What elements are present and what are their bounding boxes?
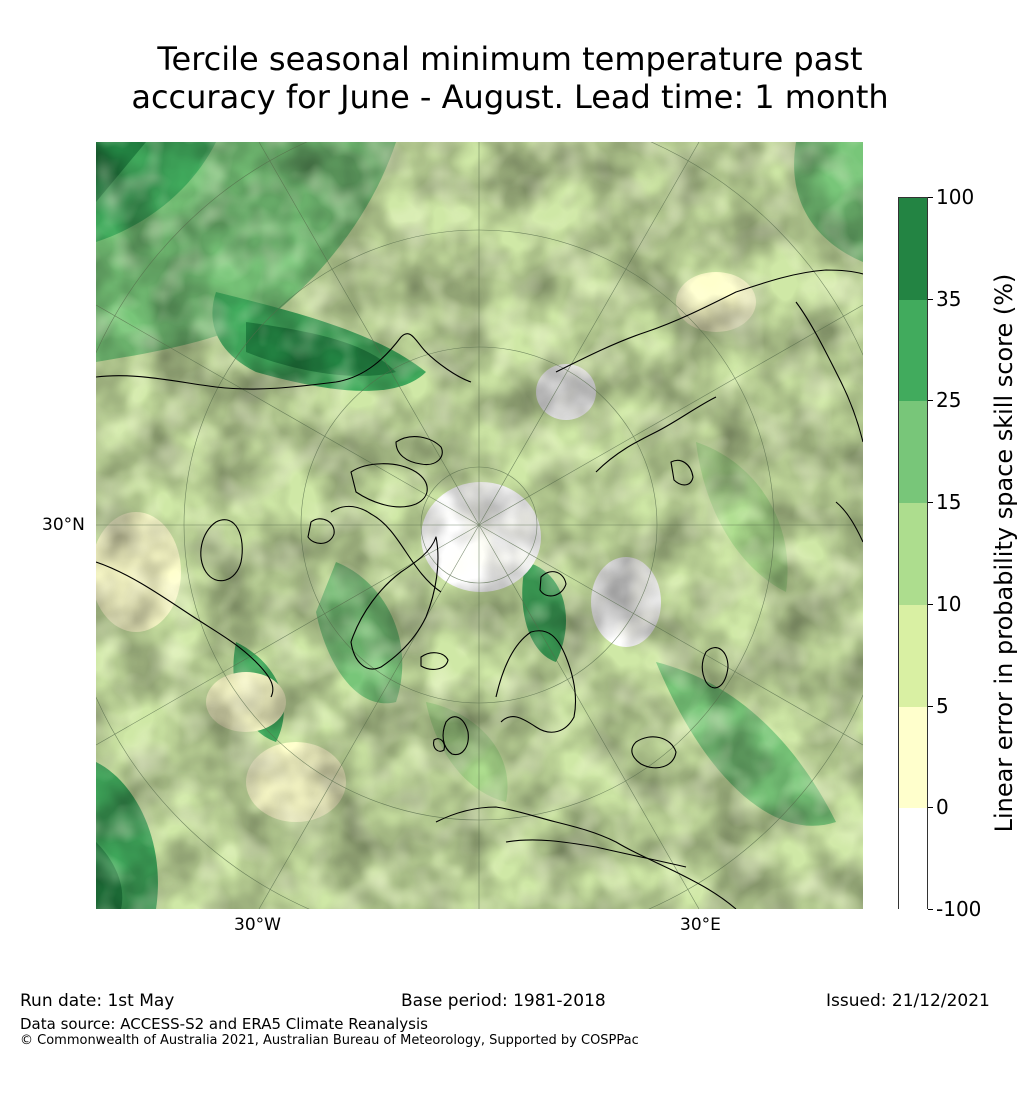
colorbar-tick-label: 25 — [936, 388, 962, 413]
colorbar-bin — [899, 299, 927, 402]
colorbar-tick-label: 100 — [936, 185, 975, 209]
colorbar-tick-mark — [928, 705, 933, 707]
colorbar-tick-label: 10 — [936, 591, 962, 616]
colorbar-tick-label: -100 — [936, 897, 982, 921]
colorbar-tick-mark — [928, 909, 933, 910]
colorbar-tick-mark — [928, 197, 933, 198]
map-svg — [96, 142, 863, 909]
run-date: Run date: 1st May — [20, 991, 175, 1011]
colorbar-tick-label: 0 — [936, 795, 949, 820]
colorbar-bin — [899, 401, 927, 504]
colorbar-tick-mark — [928, 603, 933, 605]
copyright: © Commonwealth of Australia 2021, Austra… — [20, 1033, 639, 1048]
chart-title: Tercile seasonal minimum temperature pas… — [0, 40, 1020, 116]
base-period: Base period: 1981-2018 — [401, 991, 606, 1011]
colorbar — [898, 197, 928, 910]
lon-label-30e: 30°E — [680, 915, 721, 935]
colorbar-tick-mark — [928, 807, 933, 809]
colorbar-tick-mark — [928, 400, 933, 402]
data-source: Data source: ACCESS-S2 and ERA5 Climate … — [20, 1015, 428, 1033]
lon-label-30w: 30°W — [234, 915, 281, 935]
colorbar-tick-label: 5 — [936, 693, 949, 718]
colorbar-bin — [899, 198, 927, 300]
colorbar-tick-mark — [928, 502, 933, 504]
colorbar-bin — [899, 604, 927, 707]
colorbar-label: Linear error in probability space skill … — [990, 273, 1018, 833]
colorbar-tick-mark — [928, 298, 933, 300]
colorbar-bin — [899, 503, 927, 605]
issued-date: Issued: 21/12/2021 — [826, 991, 990, 1011]
colorbar-bin — [899, 706, 927, 809]
polar-map — [96, 142, 863, 909]
lat-label-30n: 30°N — [42, 515, 85, 535]
colorbar-bin — [899, 808, 927, 910]
title-line-2: accuracy for June - August. Lead time: 1… — [131, 78, 889, 116]
colorbar-tick-label: 15 — [936, 490, 962, 515]
colorbar-tick-label: 35 — [936, 286, 962, 311]
title-line-1: Tercile seasonal minimum temperature pas… — [157, 40, 863, 78]
